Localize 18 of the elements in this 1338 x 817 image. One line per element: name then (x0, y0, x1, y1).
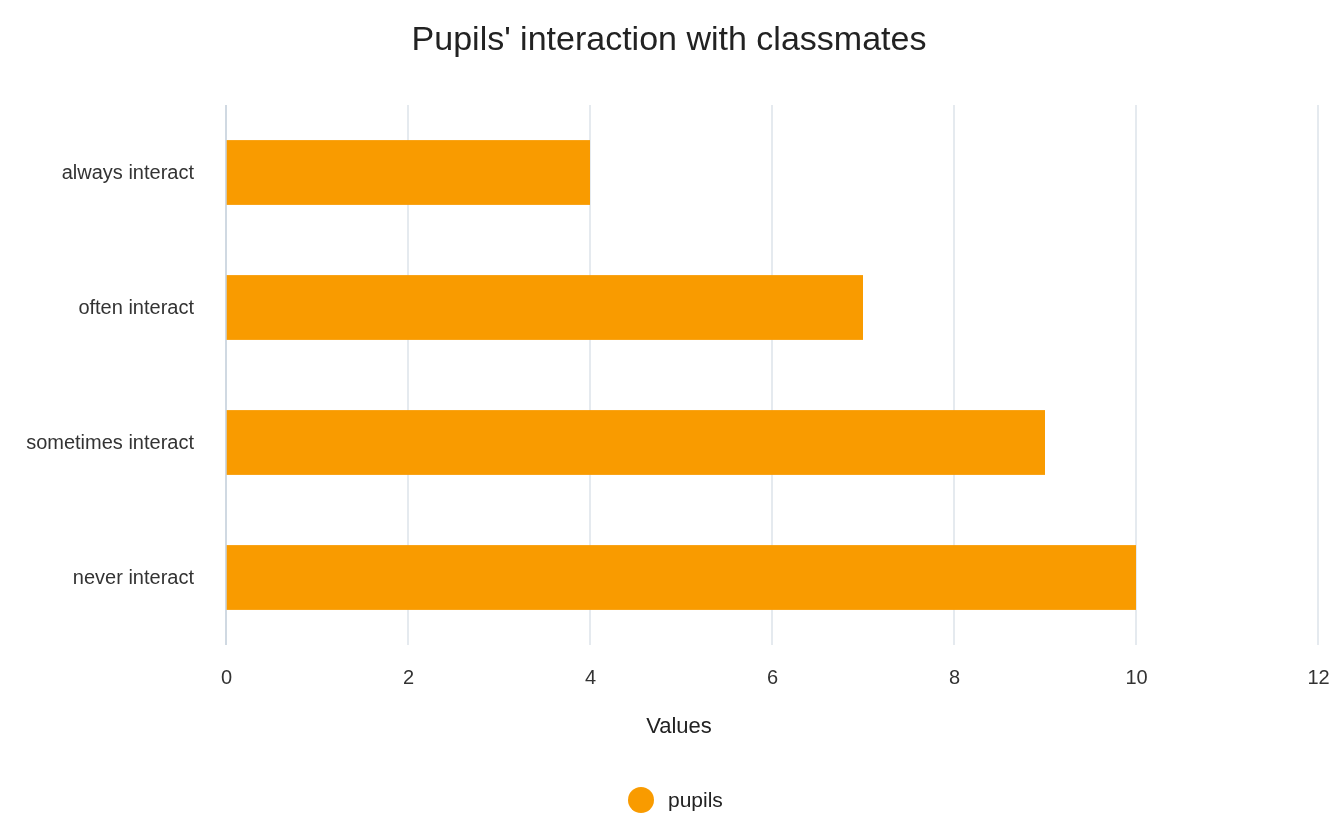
x-tick-label: 8 (948, 666, 961, 689)
y-tick-label: never interact (72, 565, 195, 588)
bar (226, 275, 863, 340)
bar (226, 545, 1136, 610)
x-tick-label: 2 (402, 666, 415, 689)
chart-title: Pupils' interaction with classmates (411, 19, 927, 57)
x-tick-label: 0 (220, 666, 233, 689)
x-axis-title: Values (646, 713, 712, 738)
bar (226, 140, 590, 205)
x-tick-label: 6 (766, 666, 779, 689)
x-tick-label: 4 (584, 666, 597, 689)
bar (226, 410, 1045, 475)
y-tick-label: always interact (61, 160, 195, 183)
legend-label: pupils (668, 788, 723, 811)
y-tick-label: often interact (78, 295, 195, 318)
y-tick-label: sometimes interact (26, 430, 195, 453)
x-tick-label: 12 (1307, 666, 1330, 689)
x-tick-label: 10 (1125, 666, 1148, 689)
